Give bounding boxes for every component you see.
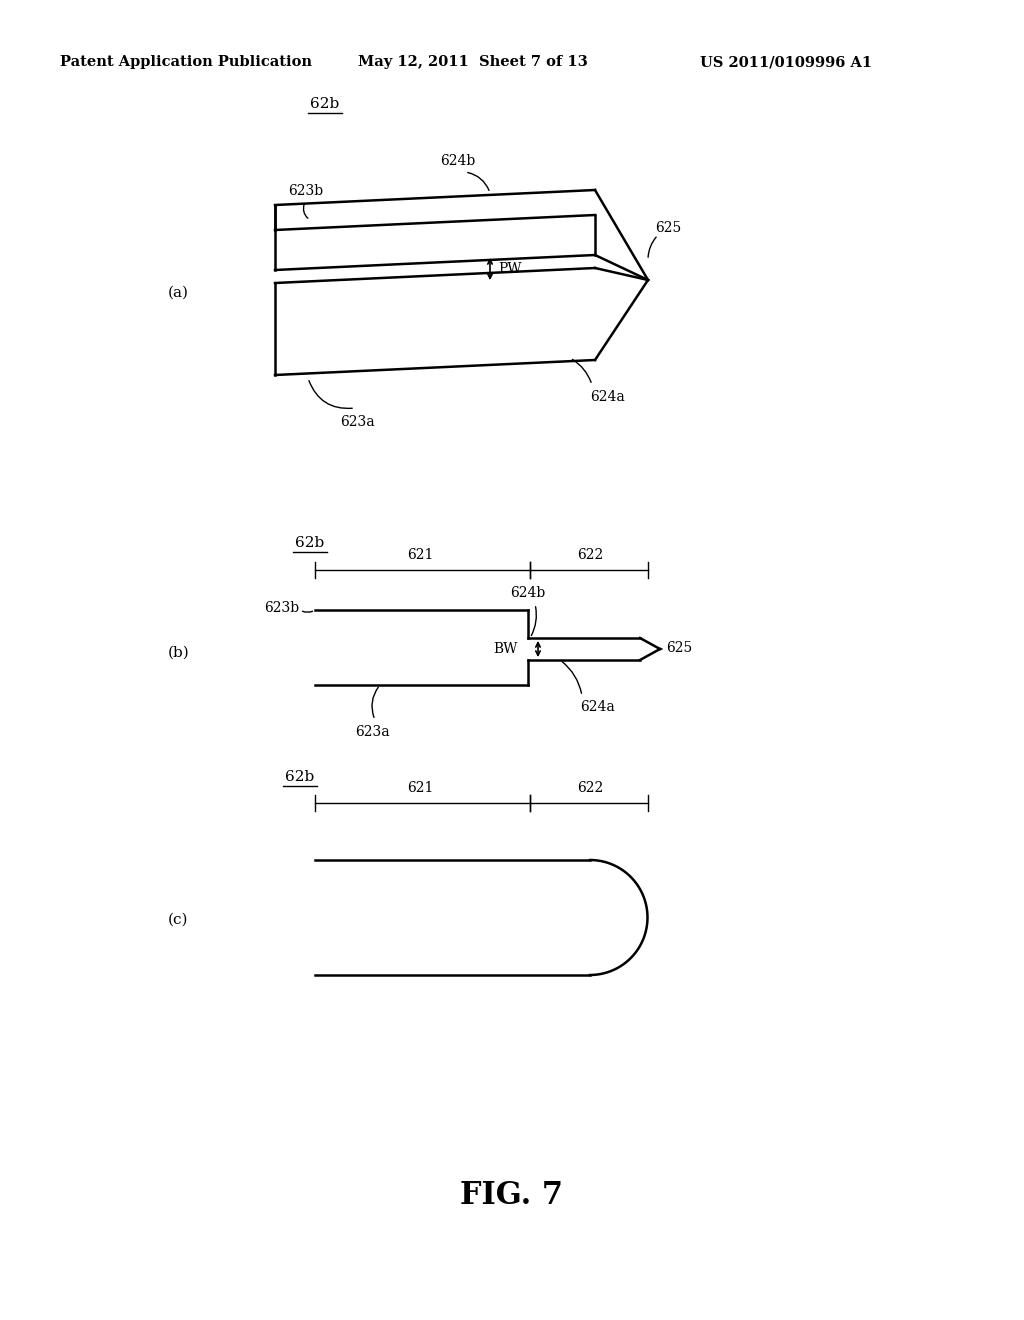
Text: Patent Application Publication: Patent Application Publication [60,55,312,69]
Text: 623a: 623a [355,725,389,739]
Text: 623b: 623b [288,183,324,198]
Text: 624b: 624b [510,586,545,601]
Text: 621: 621 [407,781,433,795]
Text: (c): (c) [168,913,188,927]
Text: May 12, 2011  Sheet 7 of 13: May 12, 2011 Sheet 7 of 13 [358,55,588,69]
Text: 624a: 624a [590,389,625,404]
Text: 62b: 62b [285,770,314,784]
Text: 621: 621 [407,548,433,562]
Text: 625: 625 [666,642,692,655]
Text: FIG. 7: FIG. 7 [461,1180,563,1210]
Text: US 2011/0109996 A1: US 2011/0109996 A1 [700,55,872,69]
Text: 622: 622 [577,548,603,562]
Text: PW: PW [498,261,521,276]
Text: (a): (a) [168,286,189,300]
Text: 62b: 62b [295,536,325,550]
Text: 623a: 623a [340,414,375,429]
Text: BW: BW [494,642,518,656]
Text: 622: 622 [577,781,603,795]
Text: 624b: 624b [440,154,475,168]
Text: (b): (b) [168,645,189,660]
Text: 624a: 624a [580,700,614,714]
Text: 625: 625 [655,220,681,235]
Text: 62b: 62b [310,96,339,111]
Text: 623b: 623b [264,601,299,615]
